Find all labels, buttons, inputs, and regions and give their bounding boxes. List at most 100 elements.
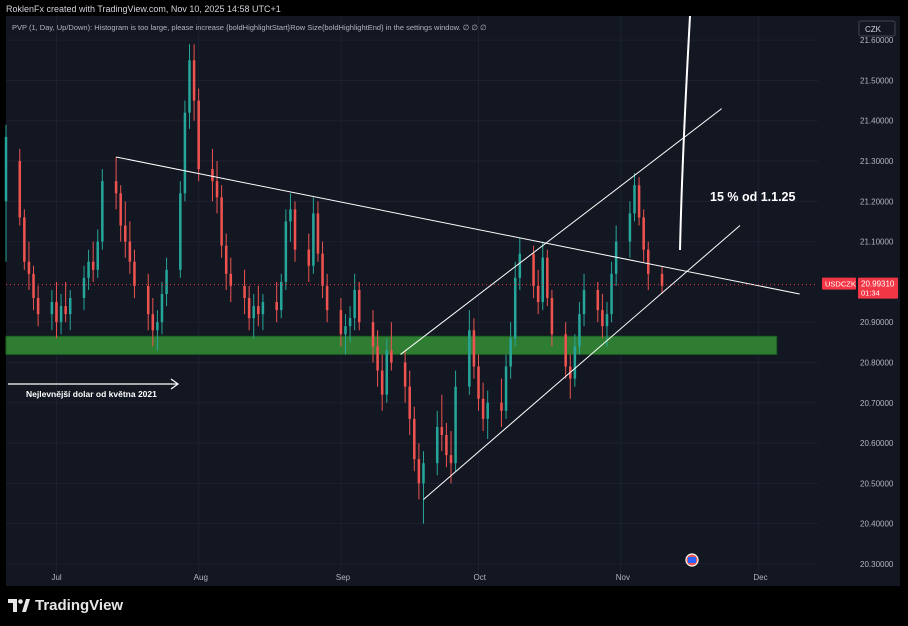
- candle-body: [307, 249, 311, 266]
- candle-body: [275, 302, 278, 311]
- candle-body: [596, 289, 600, 311]
- candle-body: [532, 253, 535, 286]
- candle-body: [284, 221, 288, 282]
- x-tick-label: Dec: [753, 573, 767, 582]
- candle-body: [114, 181, 118, 194]
- candle-body: [247, 298, 251, 319]
- candle-body: [578, 314, 581, 347]
- candle-body: [151, 314, 155, 331]
- candle-body: [36, 298, 40, 315]
- candle-body: [486, 402, 489, 419]
- candle-body: [325, 285, 329, 311]
- candle-body: [403, 362, 407, 387]
- price-tag-value: 20.99310: [861, 280, 895, 289]
- candle-body: [316, 213, 320, 254]
- candle-body: [468, 330, 471, 387]
- candle-body: [550, 298, 554, 335]
- candle-body: [243, 285, 246, 299]
- y-tick-label: 21.50000: [860, 76, 894, 85]
- candle-body: [124, 225, 127, 242]
- candle-body: [660, 273, 664, 286]
- candle-body: [380, 370, 384, 395]
- candle-body: [371, 322, 375, 347]
- x-tick-label: Oct: [474, 573, 487, 582]
- candle-body: [197, 100, 200, 170]
- candle-body: [261, 302, 265, 315]
- candle-body: [513, 277, 517, 339]
- y-tick-label: 21.40000: [860, 117, 894, 126]
- candle-body: [610, 273, 613, 315]
- candle-body: [312, 213, 315, 266]
- candle-body: [390, 350, 393, 363]
- candle-body: [293, 209, 297, 250]
- candle-body: [252, 306, 255, 319]
- symbol-tag: [822, 277, 856, 290]
- candle-body: [500, 402, 503, 411]
- candle-body: [454, 386, 457, 464]
- trend-line[interactable]: [423, 225, 741, 500]
- candle-body: [582, 289, 586, 315]
- candle-body: [408, 386, 411, 419]
- chart-credit: RoklenFx created with TradingView.com, N…: [6, 4, 281, 14]
- candles: [4, 44, 664, 524]
- candle-body: [27, 261, 31, 274]
- candle-body: [279, 281, 283, 311]
- grid: [6, 16, 818, 576]
- candle-body: [440, 426, 444, 435]
- x-tick-label: Sep: [336, 573, 351, 582]
- candle-body: [417, 459, 421, 484]
- candle-body: [183, 112, 187, 194]
- candle-body: [220, 197, 223, 246]
- trend-line[interactable]: [400, 108, 722, 355]
- candle-body: [385, 350, 389, 395]
- x-tick-label: Aug: [194, 573, 208, 582]
- currency-button-label: CZK: [865, 25, 882, 34]
- candle-body: [504, 366, 508, 411]
- candle-body: [637, 185, 641, 218]
- price-axis[interactable]: 21.60000 21.50000 21.40000 21.30000 21.20000…: [818, 16, 900, 576]
- candle-body: [422, 463, 425, 484]
- candle-body: [509, 338, 512, 367]
- y-tick-label: 20.80000: [860, 358, 894, 367]
- candle-body: [633, 185, 636, 214]
- candle-body: [605, 314, 609, 327]
- candle-body: [87, 261, 90, 278]
- candle-body: [518, 253, 522, 278]
- candle-body: [344, 326, 347, 335]
- candle-body: [32, 273, 35, 299]
- y-tick-label: 20.30000: [860, 560, 894, 569]
- y-tick-label: 20.60000: [860, 439, 894, 448]
- price-tag-countdown: 01:34: [861, 289, 880, 298]
- candle-body: [229, 273, 233, 286]
- candle-body: [188, 60, 191, 113]
- candle-body: [445, 434, 448, 456]
- tradingview-logo[interactable]: TradingView: [8, 597, 123, 614]
- symbol-tag-label: USDCZK: [825, 280, 856, 289]
- candle-body: [133, 261, 136, 286]
- y-tick-label: 20.90000: [860, 318, 894, 327]
- currency-button[interactable]: [858, 20, 896, 37]
- support-label: Nejlevnější dolar od května 2021: [26, 389, 157, 399]
- tradingview-brand: TradingView: [35, 597, 124, 614]
- time-axis[interactable]: Jul Aug Sep Oct Nov Dec: [51, 573, 767, 582]
- annotation-text: 15 % od 1.1.25: [710, 190, 796, 204]
- candle-body: [68, 298, 72, 315]
- trend-line[interactable]: [116, 156, 800, 295]
- candle-body: [59, 306, 63, 323]
- tradingview-logo-icon: [8, 599, 30, 612]
- indicator-legend[interactable]: PVP (1, Day, Up/Down): Histogram is too …: [12, 23, 487, 32]
- candle-body: [165, 269, 168, 294]
- candle-body: [101, 181, 104, 242]
- support-arrow-head: [170, 378, 180, 390]
- x-tick-label: Nov: [616, 573, 630, 582]
- candle-body: [481, 398, 485, 419]
- price-tag: [858, 277, 898, 299]
- trend-lines: [6, 108, 818, 500]
- candle-body: [50, 302, 54, 315]
- candle-body: [179, 193, 182, 270]
- candle-body: [18, 161, 22, 218]
- candle-body: [224, 245, 228, 274]
- candle-body: [192, 60, 196, 101]
- candle-body: [546, 257, 549, 299]
